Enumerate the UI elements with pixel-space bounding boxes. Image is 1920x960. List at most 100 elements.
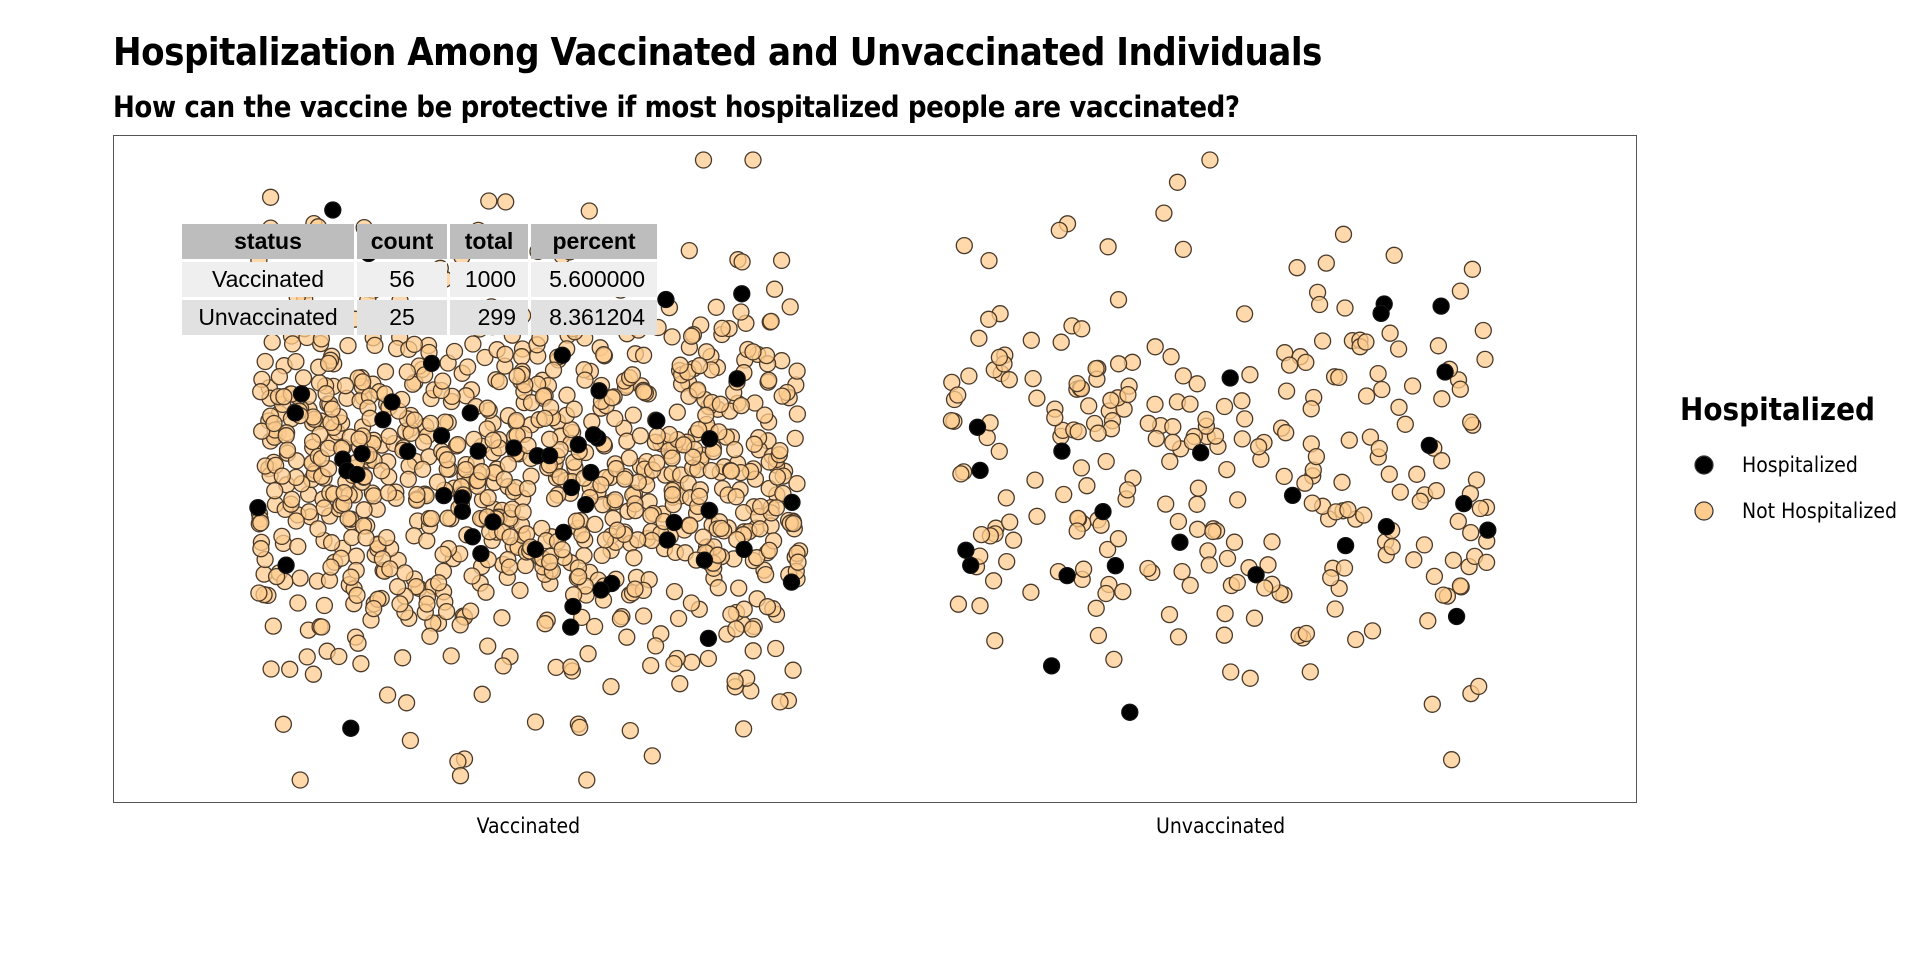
point-not-hospitalized [1099,238,1117,256]
point-not-hospitalized [727,620,745,638]
point-not-hospitalized [1097,452,1115,471]
point-not-hospitalized [1462,523,1480,542]
point-hospitalized [277,556,295,574]
point-not-hospitalized [478,399,497,417]
point-not-hospitalized [625,549,643,567]
point-hospitalized [554,523,573,542]
point-hospitalized [526,540,545,559]
point-hospitalized [435,486,453,505]
point-not-hospitalized [275,388,293,406]
point-hospitalized [1058,566,1076,585]
point-not-hospitalized [1233,430,1251,448]
point-not-hospitalized [955,236,973,255]
point-hospitalized [584,426,603,444]
point-not-hospitalized [1390,398,1408,416]
summary-cell-percent: 8.361204 [531,300,657,335]
point-not-hospitalized [463,567,481,585]
point-not-hospitalized [1001,513,1019,531]
point-hospitalized [1436,363,1454,381]
point-not-hospitalized [663,486,682,504]
point-not-hospitalized [1068,374,1086,393]
point-not-hospitalized [758,598,777,616]
point-not-hospitalized [690,487,709,506]
point-not-hospitalized [1089,626,1108,645]
point-hospitalized [292,385,311,403]
point-not-hospitalized [1333,473,1351,491]
point-not-hospitalized [365,599,383,618]
point-not-hospitalized [350,430,368,448]
point-not-hospitalized [765,280,784,298]
point-not-hospitalized [773,352,791,370]
point-not-hospitalized [319,354,338,373]
point-not-hospitalized [493,609,511,627]
point-not-hospitalized [756,406,774,424]
point-hospitalized [701,430,719,448]
point-not-hospitalized [668,403,686,421]
point-not-hospitalized [1055,485,1073,504]
point-not-hospitalized [1052,333,1070,351]
point-not-hospitalized [642,656,660,675]
point-hospitalized [249,498,267,517]
point-not-hospitalized [339,509,357,528]
point-not-hospitalized [484,431,502,449]
point-not-hospitalized [1313,332,1332,350]
point-not-hospitalized [1277,424,1295,442]
point-hospitalized [562,618,580,636]
point-not-hospitalized [304,665,323,683]
point-hospitalized [484,513,502,531]
point-not-hospitalized [418,595,436,613]
point-not-hospitalized [558,386,576,404]
point-not-hospitalized [1168,173,1187,191]
point-not-hospitalized [291,569,309,587]
point-not-hospitalized [408,485,426,504]
point-not-hospitalized [289,537,307,556]
point-not-hospitalized [1303,494,1321,512]
point-not-hospitalized [972,525,991,544]
point-not-hospitalized [1476,350,1494,369]
point-not-hospitalized [1302,400,1320,418]
point-not-hospitalized [1339,501,1357,519]
point-not-hospitalized [1405,551,1423,569]
point-not-hospitalized [1363,622,1382,640]
point-not-hospitalized [422,509,441,528]
point-not-hospitalized [376,363,395,381]
point-not-hospitalized [565,400,583,418]
point-not-hospitalized [1427,482,1446,500]
point-not-hospitalized [1370,439,1388,458]
point-not-hospitalized [1361,428,1380,446]
point-not-hospitalized [480,192,498,210]
point-not-hospitalized [986,632,1004,650]
summary-header-count: count [357,224,447,259]
point-not-hospitalized [771,693,789,711]
point-not-hospitalized [1073,320,1091,338]
point-not-hospitalized [586,515,604,534]
point-not-hospitalized [396,564,414,582]
point-not-hospitalized [620,449,639,467]
point-not-hospitalized [1403,377,1422,395]
point-not-hospitalized [1089,424,1107,442]
point-not-hospitalized [274,715,293,733]
point-not-hospitalized [1109,530,1128,548]
point-not-hospitalized [665,582,684,601]
point-not-hospitalized [998,552,1016,571]
point-not-hospitalized [585,617,604,636]
point-hospitalized [1221,369,1239,387]
point-hospitalized [1372,304,1390,323]
point-hospitalized [324,201,342,219]
summary-header-total: total [450,224,528,259]
point-not-hospitalized [1022,583,1040,601]
point-not-hospitalized [595,346,613,364]
point-not-hospitalized [372,462,391,480]
point-not-hospitalized [1389,340,1408,358]
point-not-hospitalized [1119,385,1137,404]
point-hospitalized [342,719,360,737]
point-not-hospitalized [690,357,709,375]
point-not-hospitalized [694,151,713,169]
point-not-hospitalized [551,468,569,486]
point-not-hospitalized [680,241,698,260]
point-not-hospitalized [788,362,806,380]
point-not-hospitalized [980,310,998,328]
point-hospitalized [658,531,676,549]
point-not-hospitalized [1109,291,1128,309]
point-not-hospitalized [1068,522,1086,540]
